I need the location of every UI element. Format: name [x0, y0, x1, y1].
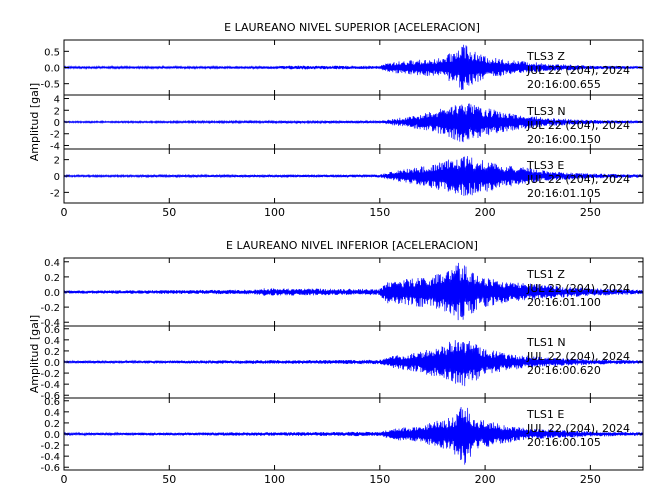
lower-panel-n-station-label: TLS1 N	[526, 336, 566, 349]
upper-panel-n-ytick-label: 4	[54, 95, 60, 106]
upper-xtick-label: 100	[264, 206, 285, 219]
lower-panel-n-trace	[63, 340, 644, 387]
upper-panel-z-date-label: JUL 22 (204), 2024	[526, 64, 630, 77]
upper-panel-n-time-label: 20:16:00.150	[527, 133, 601, 146]
lower-panel-z-ytick-label: 0.0	[44, 288, 60, 299]
lower-panel-z-date-label: JUL 22 (204), 2024	[526, 282, 630, 295]
lower-xtick-label: 100	[264, 473, 285, 486]
lower-panel-z-ytick-label: -0.2	[40, 303, 60, 314]
upper-xtick-label: 50	[162, 206, 176, 219]
upper-panel-n-ytick-label: 2	[54, 106, 60, 117]
upper-panel-n-station-label: TLS3 N	[526, 105, 566, 118]
lower-panel-n-time-label: 20:16:00.620	[527, 364, 601, 377]
lower-panel-e-ytick-label: 0.4	[44, 408, 60, 419]
lower-panel-e-trace	[63, 407, 644, 465]
lower-panel-z-ytick-label: 0.2	[44, 273, 60, 284]
lower-xtick-label: 200	[475, 473, 496, 486]
lower-panel-n-ytick-label: -0.2	[40, 369, 60, 380]
lower-chart-ylabel: Amplitud [gal]	[28, 315, 41, 393]
upper-panel-n-date-label: JUL 22 (204), 2024	[526, 119, 630, 132]
upper-panel-z-station-label: TLS3 Z	[526, 50, 565, 63]
lower-panel-n-ytick-label: 0.4	[44, 336, 60, 347]
upper-chart-title: E LAUREANO NIVEL SUPERIOR [ACELERACION]	[224, 21, 480, 34]
lower-panel-n-ytick-label: 0.2	[44, 347, 60, 358]
upper-panel-z-trace	[63, 44, 644, 90]
upper-panel-n-ytick-label: -4	[50, 141, 60, 152]
lower-panel-e-station-label: TLS1 E	[526, 408, 564, 421]
upper-xtick-label: 150	[369, 206, 390, 219]
upper-panel-z-time-label: 20:16:00.655	[527, 78, 601, 91]
lower-panel-z-time-label: 20:16:01.100	[527, 296, 601, 309]
lower-panel-z-ytick-label: -0.4	[40, 318, 60, 329]
upper-panel-e-time-label: 20:16:01.105	[527, 187, 601, 200]
lower-xtick-label: 50	[162, 473, 176, 486]
upper-xtick-label: 0	[61, 206, 68, 219]
lower-panel-n-ytick-label: 0.6	[44, 325, 60, 336]
lower-panel-n-date-label: JUL 22 (204), 2024	[526, 350, 630, 363]
upper-panel-e-ytick-label: -2	[50, 188, 60, 199]
upper-panel-e-ytick-label: 0	[54, 172, 60, 183]
lower-panel-z-ytick-label: 0.4	[44, 258, 60, 269]
upper-panel-n-ytick-label: -2	[50, 130, 60, 141]
lower-panel-e-ytick-label: 0.6	[44, 397, 60, 408]
upper-panel-e-ytick-label: 2	[54, 156, 60, 167]
lower-panel-n-ytick-label: 0.0	[44, 358, 60, 369]
lower-panel-e-ytick-label: -0.4	[40, 452, 60, 463]
upper-chart-ylabel: Amplitud [gal]	[28, 83, 41, 161]
lower-panel-e-ytick-label: 0.0	[44, 430, 60, 441]
upper-panel-e-date-label: JUL 22 (204), 2024	[526, 173, 630, 186]
upper-chart: E LAUREANO NIVEL SUPERIOR [ACELERACION] …	[28, 21, 644, 219]
lower-panel-z-trace	[63, 262, 644, 321]
upper-panel-z-ytick-label: 0.0	[44, 64, 60, 75]
upper-panel-e-trace	[63, 156, 644, 196]
lower-xtick-label: 150	[369, 473, 390, 486]
lower-panel-e-ytick-label: -0.6	[40, 463, 60, 474]
lower-panel-e-ytick-label: 0.2	[44, 419, 60, 430]
lower-panel-n-ytick-label: -0.4	[40, 380, 60, 391]
lower-panel-n-ytick-label: -0.6	[40, 391, 60, 402]
lower-xtick-label: 0	[61, 473, 68, 486]
lower-panel-e-date-label: JUL 22 (204), 2024	[526, 422, 630, 435]
upper-panel-n-ytick-label: 0	[54, 118, 60, 129]
lower-panel-e-ytick-label: -0.2	[40, 441, 60, 452]
lower-panel-e-time-label: 20:16:00.105	[527, 436, 601, 449]
upper-panel-z-ytick-label: 0.5	[44, 47, 60, 58]
lower-xtick-label: 250	[580, 473, 601, 486]
upper-xtick-label: 200	[475, 206, 496, 219]
upper-panel-z-ytick-label: -0.5	[40, 80, 60, 91]
upper-panel-n-trace	[63, 103, 644, 143]
lower-panel-z-station-label: TLS1 Z	[526, 268, 565, 281]
lower-chart-title: E LAUREANO NIVEL INFERIOR [ACELERACION]	[226, 239, 478, 252]
upper-xtick-label: 250	[580, 206, 601, 219]
lower-chart: E LAUREANO NIVEL INFERIOR [ACELERACION] …	[28, 239, 644, 486]
upper-panel-e-station-label: TLS3 E	[526, 159, 564, 172]
